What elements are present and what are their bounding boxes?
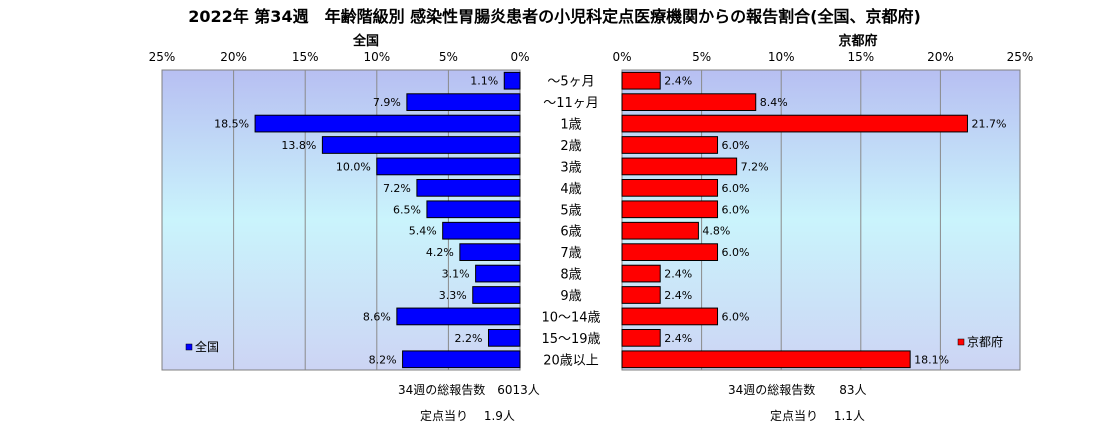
national-per-site: 定点当り 1.9人 bbox=[420, 409, 515, 423]
kyoto-bar bbox=[621, 93, 757, 111]
kyoto-tick-label: 0% bbox=[612, 50, 631, 64]
national-data-label: 7.2% bbox=[383, 182, 411, 195]
category-label: 2歳 bbox=[560, 139, 581, 154]
category-label: 15～19歳 bbox=[541, 332, 600, 347]
kyoto-data-label: 18.1% bbox=[914, 353, 949, 366]
kyoto-data-label: 21.7% bbox=[971, 118, 1006, 131]
national-bar bbox=[487, 329, 521, 347]
kyoto-bar bbox=[621, 221, 699, 240]
kyoto-bar bbox=[621, 136, 719, 154]
chart-title: 2022年 第34週 年齢階級別 感染性胃腸炎患者の小児科定点医療機関からの報告… bbox=[188, 7, 921, 26]
kyoto-data-label: 6.0% bbox=[722, 310, 750, 323]
category-label: 1歳 bbox=[560, 118, 581, 133]
national-data-label: 3.3% bbox=[439, 289, 467, 302]
category-label: 20歳以上 bbox=[543, 353, 599, 368]
kyoto-bar bbox=[621, 200, 719, 219]
kyoto-plot-area: 0% 5% 10% 15% 20% 25% 京都府 2.4% 8.4% 21.7% 6.0% 7.2%… bbox=[612, 33, 1034, 371]
national-data-label: 5.4% bbox=[409, 225, 437, 238]
kyoto-data-label: 4.8% bbox=[702, 225, 730, 238]
national-data-label: 10.0% bbox=[336, 160, 371, 173]
national-bar bbox=[402, 350, 521, 369]
national-tick-label: 25% bbox=[149, 50, 176, 64]
national-data-label: 6.5% bbox=[393, 203, 421, 216]
kyoto-tick-label: 10% bbox=[768, 50, 795, 64]
kyoto-series-title: 京都府 bbox=[838, 33, 877, 49]
kyoto-data-label: 6.0% bbox=[722, 139, 750, 152]
kyoto-tick-label: 20% bbox=[927, 50, 954, 64]
national-data-label: 2.2% bbox=[455, 332, 483, 345]
national-bar bbox=[406, 93, 521, 111]
kyoto-bar bbox=[621, 114, 968, 133]
kyoto-data-label: 6.0% bbox=[722, 203, 750, 216]
kyoto-data-label: 2.4% bbox=[664, 268, 692, 281]
category-label: 9歳 bbox=[560, 289, 581, 304]
national-bar bbox=[321, 136, 521, 154]
national-data-label: 4.2% bbox=[426, 246, 454, 259]
category-label: 6歳 bbox=[560, 225, 581, 240]
category-label: 10～14歳 bbox=[541, 310, 600, 325]
kyoto-tick-label: 15% bbox=[847, 50, 874, 64]
category-labels: ～5ヶ月 ～11ヶ月 1歳 2歳 3歳 4歳 5歳 6歳 7歳 8歳 9歳 10～14歳 15～19歳 2… bbox=[541, 75, 600, 369]
kyoto-legend-label: 京都府 bbox=[967, 334, 1003, 349]
kyoto-bar bbox=[621, 243, 719, 262]
national-bar bbox=[475, 264, 521, 283]
kyoto-data-label: 7.2% bbox=[741, 160, 769, 173]
national-plot-area: 0% 5% 10% 15% 20% 25% 全国 1.1% 7.9% 18.5% 13.8% 10.0… bbox=[149, 33, 530, 371]
category-label: 3歳 bbox=[560, 160, 581, 175]
national-series-title: 全国 bbox=[352, 33, 379, 49]
national-legend-label: 全国 bbox=[195, 339, 219, 354]
category-label: 4歳 bbox=[560, 182, 581, 197]
national-data-label: 13.8% bbox=[281, 139, 316, 152]
national-bar bbox=[472, 286, 521, 304]
category-label: ～11ヶ月 bbox=[543, 96, 599, 111]
national-data-label: 3.1% bbox=[442, 268, 470, 281]
kyoto-bar bbox=[621, 179, 719, 197]
national-bar bbox=[254, 114, 521, 133]
kyoto-bar bbox=[621, 329, 661, 347]
kyoto-bar bbox=[621, 307, 719, 326]
national-bar bbox=[396, 307, 521, 326]
national-bar bbox=[459, 243, 521, 262]
kyoto-bar bbox=[621, 350, 911, 369]
national-bar bbox=[503, 71, 521, 90]
national-data-label: 7.9% bbox=[373, 96, 401, 109]
national-data-label: 8.6% bbox=[363, 310, 391, 323]
kyoto-data-label: 6.0% bbox=[722, 246, 750, 259]
kyoto-bar bbox=[621, 157, 738, 176]
national-tick-label: 20% bbox=[220, 50, 247, 64]
national-tick-label: 10% bbox=[363, 50, 390, 64]
kyoto-bar bbox=[621, 264, 661, 283]
national-data-label: 8.2% bbox=[369, 353, 397, 366]
national-bar bbox=[376, 157, 521, 176]
national-bar bbox=[426, 200, 521, 219]
national-tick-label: 15% bbox=[292, 50, 319, 64]
national-legend-swatch bbox=[185, 343, 193, 351]
kyoto-total-reports: 34週の総報告数 83人 bbox=[728, 383, 867, 397]
kyoto-data-label: 2.4% bbox=[664, 75, 692, 88]
kyoto-bar bbox=[621, 286, 661, 304]
kyoto-data-label: 8.4% bbox=[760, 96, 788, 109]
kyoto-legend-swatch bbox=[957, 338, 965, 346]
kyoto-tick-label: 25% bbox=[1007, 50, 1034, 64]
national-bar bbox=[416, 179, 521, 197]
kyoto-data-label: 2.4% bbox=[664, 332, 692, 345]
category-label: 5歳 bbox=[560, 203, 581, 218]
category-label: 7歳 bbox=[560, 246, 581, 261]
kyoto-bar bbox=[621, 71, 661, 90]
category-label: 8歳 bbox=[560, 268, 581, 283]
category-label: ～5ヶ月 bbox=[547, 75, 594, 90]
national-tick-label: 0% bbox=[510, 50, 529, 64]
kyoto-per-site: 定点当り 1.1人 bbox=[770, 409, 865, 423]
national-total-reports: 34週の総報告数 6013人 bbox=[398, 383, 540, 397]
national-data-label: 1.1% bbox=[470, 75, 498, 88]
kyoto-tick-label: 5% bbox=[692, 50, 711, 64]
kyoto-data-label: 6.0% bbox=[722, 182, 750, 195]
national-bar bbox=[442, 221, 521, 240]
national-data-label: 18.5% bbox=[214, 118, 249, 131]
kyoto-data-label: 2.4% bbox=[664, 289, 692, 302]
national-tick-label: 5% bbox=[439, 50, 458, 64]
